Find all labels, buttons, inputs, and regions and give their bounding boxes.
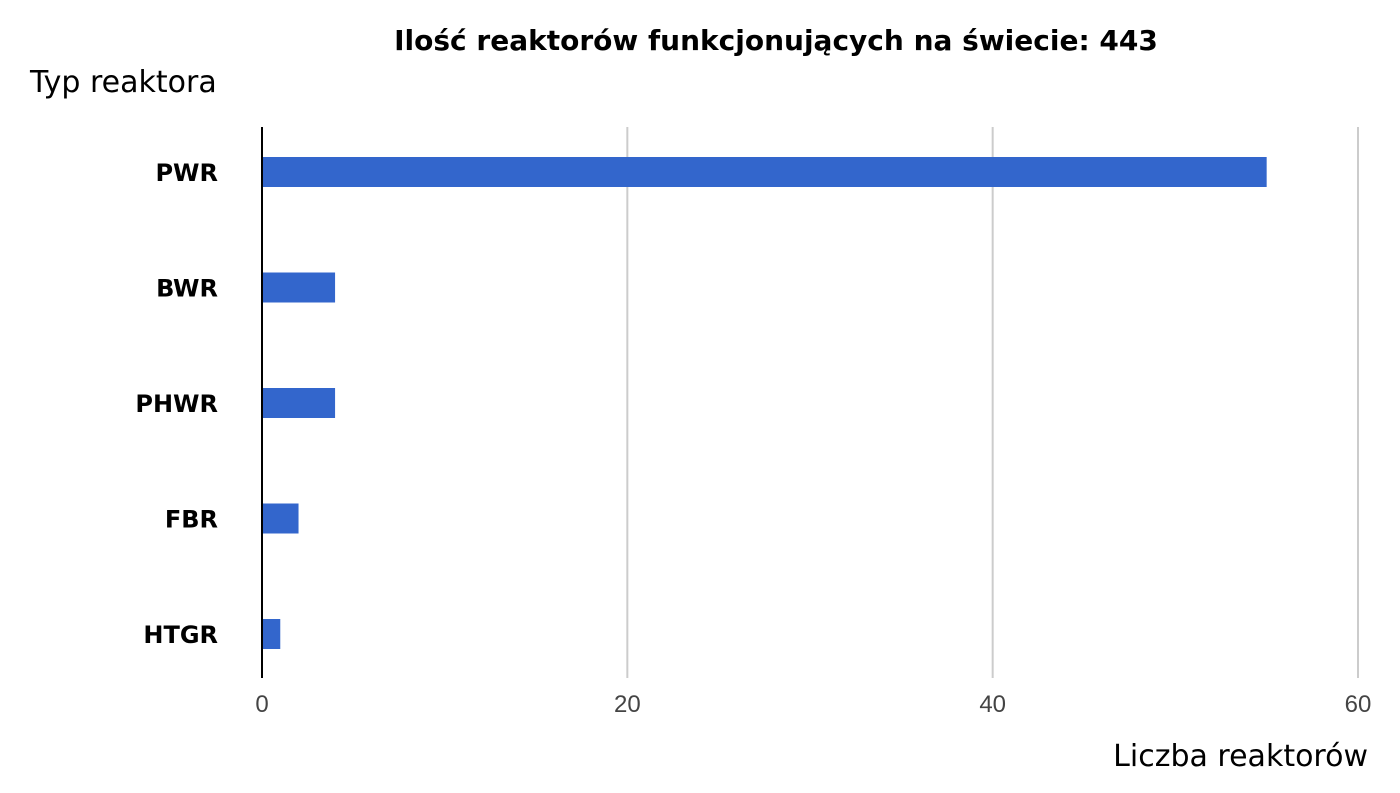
bar-htgr xyxy=(262,619,281,649)
bar-phwr xyxy=(262,388,336,418)
x-tick-label: 40 xyxy=(979,691,1006,718)
category-label-pwr: PWR xyxy=(155,159,218,187)
y-axis-label: Typ reaktora xyxy=(29,65,217,100)
category-label-htgr: HTGR xyxy=(143,621,218,649)
x-tick-label: 60 xyxy=(1345,691,1372,718)
category-label-bwr: BWR xyxy=(156,275,218,303)
bar-bwr xyxy=(262,272,336,303)
category-labels: PWR BWR PHWR FBR HTGR xyxy=(135,159,218,649)
chart-title: Ilość reaktorów funkcjonujących na świec… xyxy=(394,24,1158,57)
x-tick-label: 0 xyxy=(255,691,268,718)
bars xyxy=(262,157,1267,649)
x-tick-label: 20 xyxy=(614,691,641,718)
bar-pwr xyxy=(262,157,1267,187)
bar-fbr xyxy=(262,503,299,534)
category-label-phwr: PHWR xyxy=(135,390,218,418)
category-label-fbr: FBR xyxy=(165,506,218,534)
x-axis-label: Liczba reaktorów xyxy=(1113,739,1368,774)
gridlines xyxy=(626,127,1359,678)
x-tick-labels: 0 20 40 60 xyxy=(255,691,1371,718)
